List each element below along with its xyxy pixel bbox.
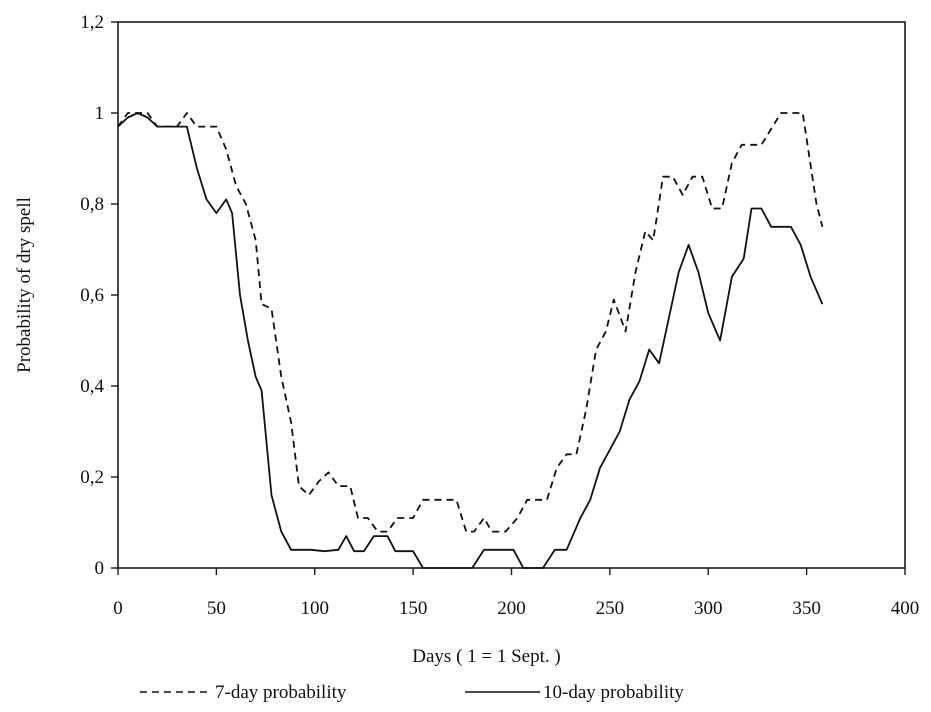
legend: 7-day probability 10-day probability xyxy=(140,682,684,703)
series-layer xyxy=(117,112,824,569)
y-tick-label: 0,6 xyxy=(80,285,104,306)
y-tick-label: 0,8 xyxy=(80,194,104,215)
x-axis: 0 50 100 150 200 250 300 350 400 xyxy=(113,568,919,619)
legend-label-7-day: 7-day probability xyxy=(215,682,347,703)
x-tick-label: 0 xyxy=(113,598,123,619)
x-tick-label: 300 xyxy=(694,598,723,619)
y-axis-title: Probability of dry spell xyxy=(14,197,35,373)
x-axis-title: Days ( 1 = 1 Sept. ) xyxy=(412,646,560,667)
y-tick-label: 0 xyxy=(95,558,105,579)
x-tick-label: 400 xyxy=(891,598,920,619)
y-tick-label: 1 xyxy=(95,103,105,124)
x-tick-label: 200 xyxy=(497,598,526,619)
x-tick-label: 100 xyxy=(301,598,330,619)
x-tick-label: 250 xyxy=(596,598,625,619)
series-line-10-day xyxy=(117,112,824,569)
y-tick-label: 1,2 xyxy=(80,12,104,33)
x-tick-label: 150 xyxy=(399,598,428,619)
y-axis: 0 0,2 0,4 0,6 0,8 1 1,2 xyxy=(80,12,118,579)
x-tick-label: 50 xyxy=(207,598,226,619)
x-tick-label: 350 xyxy=(792,598,821,619)
legend-label-10-day: 10-day probability xyxy=(543,682,684,703)
y-tick-label: 0,2 xyxy=(80,467,104,488)
series-line-7-day xyxy=(117,112,824,533)
y-tick-label: 0,4 xyxy=(80,376,104,397)
